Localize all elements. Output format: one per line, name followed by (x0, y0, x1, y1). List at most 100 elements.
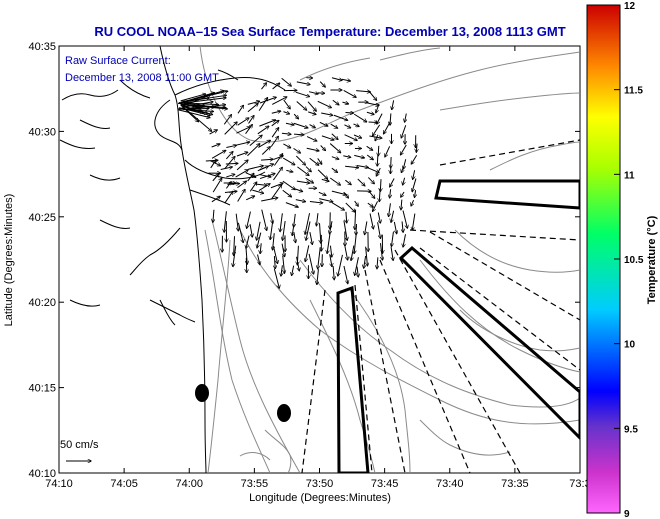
current-vector (411, 199, 414, 206)
current-vector (385, 146, 391, 157)
current-vector (343, 220, 347, 241)
current-vector (213, 209, 214, 222)
current-vector (353, 124, 359, 127)
current-vector (366, 154, 373, 160)
current-vector (293, 147, 301, 153)
current-vector (319, 81, 325, 87)
x-tick-label: 73:40 (436, 478, 464, 490)
current-vector (272, 246, 277, 263)
y-tick-label: 40:30 (28, 126, 56, 138)
current-vector (182, 106, 213, 115)
current-vector (306, 147, 319, 151)
colorbar-tick-label: 11 (624, 170, 635, 181)
current-vector (247, 144, 259, 157)
current-vector (261, 209, 267, 231)
current-vector (236, 160, 248, 171)
current-vector (342, 102, 349, 104)
current-vector (377, 155, 378, 166)
current-vector (401, 166, 403, 173)
current-vector (308, 92, 318, 94)
station-marker (277, 404, 291, 422)
current-vector (338, 254, 343, 276)
current-vector (376, 103, 380, 113)
x-axis: 74:10 74:05 74:00 73:55 73:50 73:45 73:40 73:35… (45, 46, 591, 490)
current-vector (329, 254, 332, 267)
current-vector (307, 101, 316, 111)
current-vector (181, 104, 228, 109)
current-vector (376, 167, 381, 176)
current-vector (237, 105, 243, 114)
colorbar-tick-label: 10 (624, 340, 636, 351)
current-vector (365, 221, 368, 234)
current-vector (249, 224, 252, 237)
current-vector (285, 123, 294, 125)
bathymetry-contours (199, 46, 580, 473)
current-vector (273, 154, 282, 166)
current-vector (306, 136, 317, 141)
current-vector (296, 81, 310, 85)
current-vector (344, 124, 350, 128)
current-vector (296, 181, 310, 183)
x-tick-label: 74:05 (110, 478, 138, 490)
current-vector (293, 122, 308, 128)
current-vector (345, 166, 358, 167)
current-vector (236, 127, 250, 134)
current-vector (317, 100, 332, 107)
x-tick-label: 73:55 (241, 478, 269, 490)
current-vector (296, 256, 300, 271)
current-vector (390, 178, 395, 187)
current-vector (271, 213, 273, 223)
x-tick-label: 73:45 (371, 478, 399, 490)
station-marker (195, 384, 209, 402)
current-vector (320, 145, 326, 150)
current-vector (223, 115, 231, 125)
current-vector (329, 177, 340, 185)
current-vector (309, 202, 323, 203)
current-vector (405, 113, 407, 123)
current-vector (237, 189, 245, 202)
current-vector (246, 246, 247, 265)
current-vector (366, 112, 374, 114)
current-vector (305, 166, 311, 172)
current-vector (220, 167, 233, 170)
current-vector (226, 145, 236, 148)
current-vector (292, 265, 294, 276)
current-vector (351, 245, 355, 261)
surface-current-vectors (177, 77, 418, 288)
current-vector (365, 246, 368, 266)
current-vector (209, 130, 218, 135)
current-vector (356, 91, 370, 92)
y-tick-label: 40:15 (28, 383, 56, 395)
current-vector (379, 243, 382, 260)
current-vector (321, 112, 332, 115)
current-vector (177, 98, 226, 105)
current-vector (235, 213, 238, 231)
current-vector (365, 166, 379, 173)
current-vector (415, 190, 416, 197)
current-vector (391, 231, 394, 247)
colorbar-ticks: 12 11.5 11 10.5 10 9.5 9 (614, 1, 644, 519)
x-tick-label: 74:10 (45, 478, 73, 490)
current-vector (331, 77, 342, 81)
current-vector (247, 103, 258, 113)
current-vector (286, 170, 292, 172)
current-vector (378, 212, 380, 223)
current-vector (237, 222, 243, 243)
current-vector (295, 155, 305, 165)
current-vector (411, 154, 418, 164)
current-vector (274, 256, 275, 268)
current-vector (257, 126, 269, 135)
current-vector (354, 232, 357, 253)
current-vector (412, 178, 417, 192)
current-vector (180, 94, 206, 102)
current-vector (309, 232, 312, 244)
current-vector (237, 181, 246, 189)
current-vector (246, 235, 250, 249)
current-vector (257, 221, 261, 240)
current-vector (271, 185, 282, 200)
current-vector (330, 123, 338, 128)
x-tick-label: 73:35 (501, 478, 529, 490)
current-vector (373, 124, 381, 136)
y-tick-label: 40:25 (28, 212, 56, 224)
current-vector (343, 156, 350, 158)
